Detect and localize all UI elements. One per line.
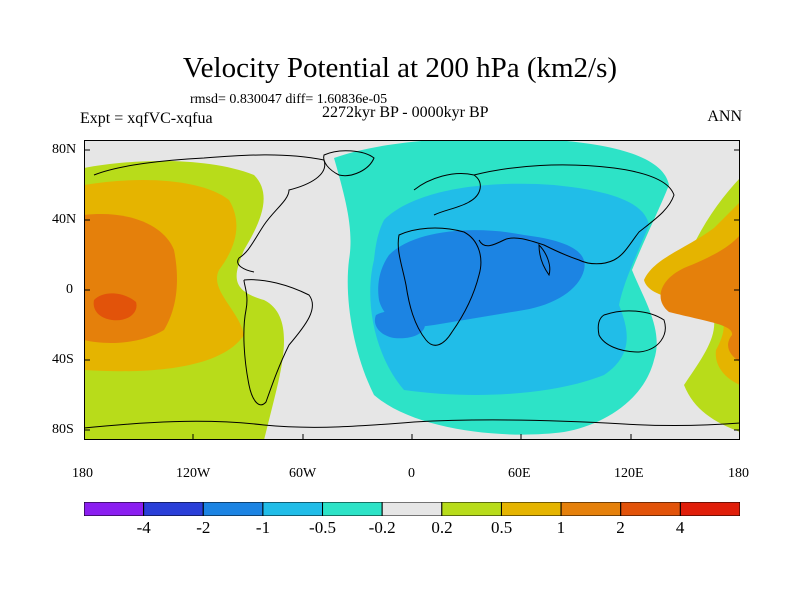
- lon-ticks: [192, 434, 632, 440]
- coast-antarctica: [84, 419, 740, 429]
- colorbar-label-4: -0.2: [368, 518, 396, 537]
- colorbar-swatch-2: [202, 502, 264, 516]
- coast-india: [538, 243, 551, 277]
- lat-label-40s: 40S: [52, 352, 74, 367]
- colorbar-swatch-8: [560, 502, 622, 516]
- experiment-label: Expt = xqfVC-xqfua: [80, 110, 213, 127]
- contour-pacific-2: [93, 293, 137, 321]
- season-label: ANN: [707, 108, 742, 125]
- colorbar-label-5: 0.2: [431, 518, 453, 537]
- colorbar-swatch-5: [381, 502, 443, 516]
- lat-label-80n: 80N: [52, 142, 77, 157]
- lon-label-180-left: 180: [72, 466, 93, 481]
- colorbar-swatch-3: [262, 502, 324, 516]
- lon-label-60e: 60E: [508, 466, 531, 481]
- lon-label-0: 0: [408, 466, 415, 481]
- coast-asia: [473, 164, 675, 265]
- coast-greenland: [323, 150, 375, 177]
- lat-label-80s: 80S: [52, 422, 74, 437]
- velocity-potential-map: [84, 140, 740, 440]
- colorbar-label-0: -4: [136, 518, 151, 537]
- colorbar-swatch-0: [84, 502, 145, 516]
- coast-europe: [413, 172, 481, 216]
- colorbar-label-8: 2: [616, 518, 625, 537]
- contour-africa-neg1-south: [374, 310, 425, 339]
- lon-label-120e: 120E: [614, 466, 644, 481]
- contour-eastpac-1: [660, 235, 740, 362]
- colorbar-label-3: -0.5: [309, 518, 336, 537]
- lat-label-0: 0: [66, 282, 73, 297]
- period-label: 2272kyr BP - 0000kyr BP: [322, 104, 489, 121]
- lon-label-60w: 60W: [289, 466, 317, 481]
- colorbar-swatch-9: [620, 502, 681, 516]
- colorbar-swatch-6: [441, 502, 502, 516]
- lon-label-180-right: 180: [728, 466, 749, 481]
- lat-label-40n: 40N: [52, 212, 77, 227]
- coast-south-america: [243, 279, 313, 406]
- colorbar-swatch-7: [500, 502, 562, 516]
- coastlines: [84, 150, 740, 429]
- colorbar-label-6: 0.5: [490, 518, 513, 537]
- colorbar-swatch-10: [679, 502, 740, 516]
- coast-north-america: [93, 154, 326, 273]
- colorbar-label-1: -2: [196, 518, 211, 537]
- colorbar: [84, 502, 740, 516]
- coast-australia: [597, 310, 666, 353]
- plot-title: Velocity Potential at 200 hPa (km2/s): [182, 52, 618, 84]
- contour-africa-neg1: [378, 230, 585, 327]
- colorbar-swatch-4: [322, 502, 383, 516]
- colorbar-swatch-1: [143, 502, 204, 516]
- coast-africa: [397, 227, 482, 346]
- colorbar-label-2: -1: [255, 518, 271, 537]
- colorbar-label-9: 4: [675, 518, 685, 537]
- lat-ticks: [84, 149, 740, 431]
- colorbar-label-7: 1: [556, 518, 566, 537]
- lon-label-120w: 120W: [176, 466, 211, 481]
- stats-line: rmsd= 0.830047 diff= 1.60836e-05: [190, 92, 388, 107]
